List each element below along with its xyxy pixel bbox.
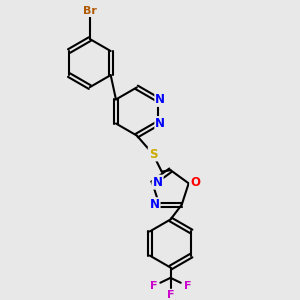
Text: F: F [167,290,174,300]
Text: F: F [150,281,157,291]
Text: N: N [153,176,163,189]
Text: N: N [155,117,165,130]
Text: S: S [149,148,157,160]
Text: Br: Br [83,6,97,16]
Text: F: F [184,281,191,291]
Text: O: O [190,176,200,189]
Text: N: N [155,93,165,106]
Text: N: N [150,198,160,211]
